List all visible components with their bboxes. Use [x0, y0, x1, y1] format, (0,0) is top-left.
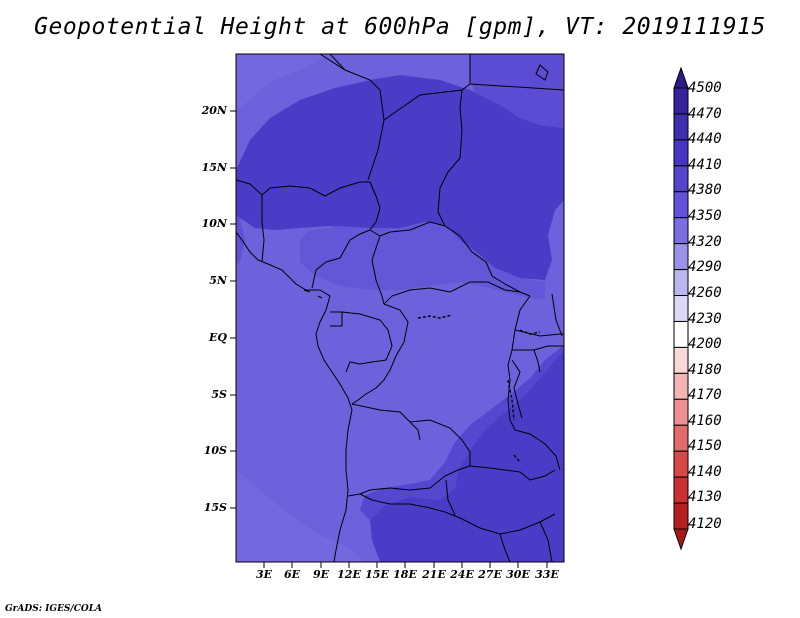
- map-frame: [235, 53, 565, 563]
- colorbar-label: 4350: [688, 208, 722, 224]
- grads-credit: GrADS: IGES/COLA: [5, 604, 103, 614]
- field-4410-north: [236, 75, 564, 280]
- lon-label-33e: 33E: [535, 568, 559, 581]
- colorbar-label: 4140: [688, 464, 722, 480]
- lat-label-20n: 20N: [201, 104, 227, 117]
- lat-label-eq: EQ: [209, 331, 227, 344]
- map-title: Geopotential Height at 600hPa [gpm], VT:…: [34, 14, 766, 40]
- colorbar-segment: [673, 320, 689, 348]
- lon-label-18e: 18E: [393, 568, 417, 581]
- lat-label-10n: 10N: [201, 217, 227, 230]
- lat-ticks: [230, 110, 236, 509]
- colorbar-label: 4290: [688, 259, 722, 275]
- colorbar-label: 4200: [688, 336, 722, 352]
- lat-label-15n: 15N: [201, 161, 227, 174]
- colorbar-label: 4150: [688, 438, 722, 454]
- colorbar-segment: [673, 113, 689, 141]
- colorbar-label: 4440: [688, 131, 722, 147]
- colorbar-segment: [673, 191, 689, 219]
- lon-ticks: [263, 562, 548, 568]
- lake-outlines: [417, 314, 541, 463]
- field-4380-southeast: [360, 345, 564, 520]
- lon-label-24e: 24E: [450, 568, 474, 581]
- field-4320-southwest: [236, 470, 365, 562]
- colorbar-label: 4380: [688, 182, 722, 198]
- field-4380-west: [236, 215, 245, 265]
- colorbar-segment: [673, 217, 689, 245]
- colorbar-segment: [673, 66, 689, 89]
- lon-label-27e: 27E: [478, 568, 502, 581]
- colorbar-label: 4260: [688, 285, 722, 301]
- colorbar-segment: [673, 424, 689, 452]
- field-4410-southeast: [370, 350, 564, 562]
- colorbar-segment: [673, 346, 689, 374]
- lat-label-5s: 5S: [211, 388, 227, 401]
- colorbar-segment: [673, 295, 689, 322]
- field-4320-northwest: [236, 54, 330, 110]
- colorbar-segment: [673, 372, 689, 400]
- field-4380-central: [300, 222, 545, 300]
- lat-label-10s: 10S: [203, 444, 227, 457]
- colorbar-label: 4470: [688, 106, 722, 122]
- country-borders: [236, 54, 564, 562]
- colorbar-segment: [673, 476, 689, 504]
- colorbar-label: 4170: [688, 387, 722, 403]
- colorbar-segment: [673, 165, 689, 193]
- lon-label-9e: 9E: [312, 568, 330, 581]
- lon-label-6e: 6E: [283, 568, 301, 581]
- lon-label-15e: 15E: [365, 568, 389, 581]
- colorbar-label: 4410: [688, 157, 722, 173]
- lon-label-30e: 30E: [506, 568, 530, 581]
- colorbar-label: 4230: [688, 311, 722, 327]
- colorbar-segment: [673, 87, 689, 115]
- colorbar-segment: [673, 243, 689, 271]
- colorbar-segment: [673, 528, 689, 551]
- lon-label-3e: 3E: [255, 568, 273, 581]
- lon-label-21e: 21E: [422, 568, 446, 581]
- colorbar-segment: [673, 139, 689, 167]
- colorbar-label: 4120: [688, 516, 722, 532]
- colorbar-label: 4180: [688, 362, 722, 378]
- colorbar: [673, 66, 689, 551]
- colorbar-segment: [673, 502, 689, 530]
- colorbar-label: 4160: [688, 413, 722, 429]
- lat-label-15s: 15S: [203, 501, 227, 514]
- colorbar-segment: [673, 269, 689, 297]
- colorbar-segment: [673, 450, 689, 478]
- field-4380-northeast: [470, 54, 564, 128]
- colorbar-segment: [673, 398, 689, 426]
- lat-label-5n: 5N: [209, 274, 227, 287]
- colorbar-label: 4500: [688, 80, 722, 96]
- lon-label-12e: 12E: [337, 568, 361, 581]
- colorbar-label: 4130: [688, 489, 722, 505]
- colorbar-label: 4320: [688, 234, 722, 250]
